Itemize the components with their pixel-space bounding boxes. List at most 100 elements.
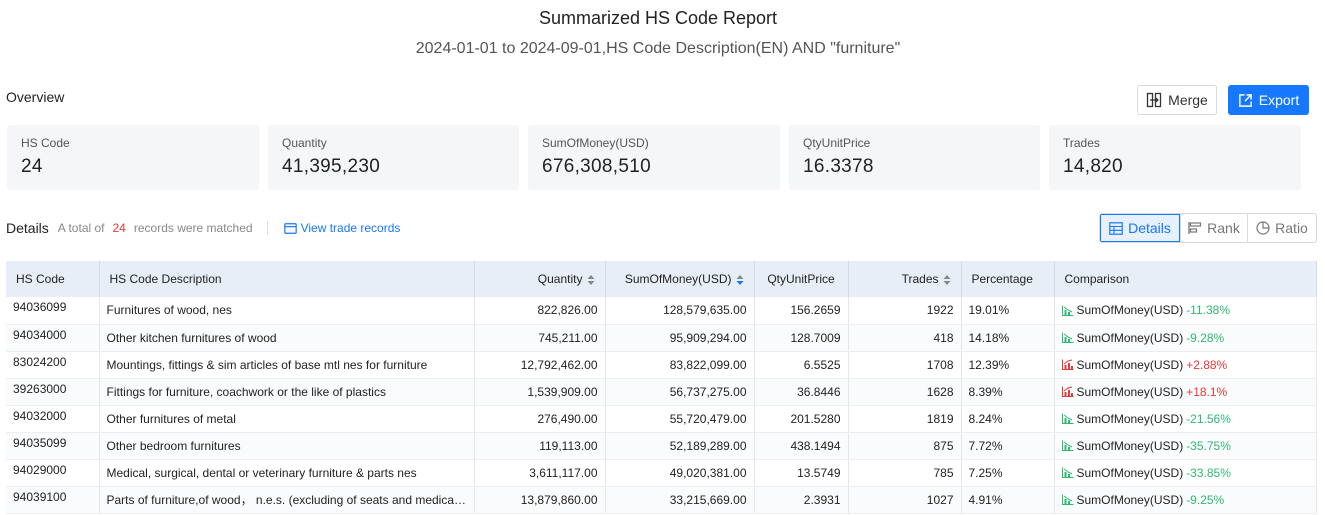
view-trade-records-label: View trade records bbox=[300, 221, 401, 235]
column-header-qty-unit-price: QtyUnitPrice bbox=[754, 261, 849, 297]
comparison-change: -11.38% bbox=[1186, 303, 1230, 318]
sum-of-money-cell: 52,189,289.00 bbox=[605, 432, 755, 460]
card-value: 41,395,230 bbox=[282, 156, 381, 177]
view-trade-records-link[interactable]: View trade records bbox=[283, 221, 401, 235]
table-row[interactable]: 94035099 Other bedroom furnitures 119,113.… bbox=[6, 432, 1317, 460]
qty-unit-price-cell: 156.2659 bbox=[754, 297, 849, 325]
tab-details-label: Details bbox=[1128, 220, 1171, 236]
column-header-comparison: Comparison bbox=[1054, 261, 1317, 297]
sort-icon[interactable] bbox=[587, 274, 595, 286]
trades-cell: 418 bbox=[848, 324, 962, 352]
trend-down-icon bbox=[1061, 494, 1073, 505]
column-header-trades[interactable]: Trades bbox=[848, 261, 962, 297]
report-subtitle: 2024-01-01 to 2024-09-01,HS Code Descrip… bbox=[415, 40, 901, 57]
column-label: Trades bbox=[901, 272, 939, 286]
comparison-cell: SumOfMoney(USD) +18.1% bbox=[1054, 378, 1317, 406]
comparison-cell: SumOfMoney(USD) -9.25% bbox=[1054, 486, 1317, 514]
card-value: 676,308,510 bbox=[542, 156, 651, 177]
rank-icon bbox=[1188, 222, 1202, 234]
quantity-cell: 119,113.00 bbox=[474, 432, 606, 460]
trades-cell: 1628 bbox=[848, 378, 962, 406]
comparison-cell: SumOfMoney(USD) -33.85% bbox=[1054, 459, 1317, 487]
table-row[interactable]: 94034000 Other kitchen furnitures of wood… bbox=[6, 324, 1317, 352]
table-row[interactable]: 39263000 Fittings for furniture, coachwor… bbox=[6, 378, 1317, 406]
qty-unit-price-cell: 201.5280 bbox=[754, 405, 849, 433]
sum-of-money-cell: 33,215,669.00 bbox=[605, 486, 755, 514]
trend-down-icon bbox=[1061, 467, 1073, 478]
percentage-cell: 8.39% bbox=[961, 378, 1055, 406]
table-icon bbox=[1109, 221, 1123, 235]
comparison-label: SumOfMoney(USD) bbox=[1076, 411, 1184, 426]
trades-cell: 1819 bbox=[848, 405, 962, 433]
tab-rank[interactable]: Rank bbox=[1180, 214, 1247, 242]
merge-icon bbox=[1147, 92, 1162, 108]
view-mode-switch: Details Rank Ratio bbox=[1099, 213, 1317, 243]
pie-chart-icon bbox=[1256, 221, 1270, 235]
sum-of-money-cell: 83,822,099.00 bbox=[605, 351, 755, 379]
details-heading: Details bbox=[6, 220, 49, 236]
trades-cell: 875 bbox=[848, 432, 962, 460]
qty-unit-price-cell: 2.3931 bbox=[754, 486, 849, 514]
qty-unit-price-card: QtyUnitPrice 16.3378 bbox=[789, 125, 1040, 190]
comparison-label: SumOfMoney(USD) bbox=[1076, 330, 1184, 345]
comparison-change: -33.85% bbox=[1186, 465, 1231, 480]
column-header-sum-of-money[interactable]: SumOfMoney(USD) bbox=[605, 261, 755, 297]
comparison-change: -21.56% bbox=[1186, 411, 1231, 426]
column-header-description: HS Code Description bbox=[99, 261, 475, 297]
description-cell: Mountings, fittings & sim articles of ba… bbox=[99, 351, 475, 379]
report-title: Summarized HS Code Report bbox=[538, 8, 778, 28]
hs-code-table: HS Code HS Code Description Quantity Sum… bbox=[6, 261, 1317, 514]
percentage-cell: 7.25% bbox=[961, 459, 1055, 487]
card-icon bbox=[283, 222, 297, 234]
tab-ratio-label: Ratio bbox=[1275, 220, 1308, 236]
trend-down-icon bbox=[1061, 305, 1073, 316]
sort-descending-icon[interactable] bbox=[736, 274, 744, 286]
column-header-hs-code: HS Code bbox=[6, 261, 100, 297]
qty-unit-price-cell: 13.5749 bbox=[754, 459, 849, 487]
trend-up-icon bbox=[1061, 386, 1073, 397]
hs-code-card: HS Code 24 bbox=[7, 125, 259, 190]
quantity-cell: 276,490.00 bbox=[474, 405, 606, 433]
sort-icon[interactable] bbox=[943, 274, 951, 286]
comparison-change: -9.28% bbox=[1186, 330, 1225, 345]
sum-of-money-card: SumOfMoney(USD) 676,308,510 bbox=[528, 125, 780, 190]
comparison-change: +2.88% bbox=[1186, 357, 1228, 372]
table-row[interactable]: 94032000 Other furnitures of metal 276,490… bbox=[6, 405, 1317, 433]
trend-down-icon bbox=[1061, 332, 1073, 343]
records-prefix: A total of bbox=[57, 221, 105, 235]
quantity-cell: 1,539,909.00 bbox=[474, 378, 606, 406]
tab-details[interactable]: Details bbox=[1100, 214, 1180, 242]
sum-of-money-cell: 56,737,275.00 bbox=[605, 378, 755, 406]
table-row[interactable]: 94029000 Medical, surgical, dental or vet… bbox=[6, 459, 1317, 487]
description-cell: Other kitchen furnitures of wood bbox=[99, 324, 475, 352]
hs-code-cell: 39263000 bbox=[6, 378, 100, 406]
comparison-cell: SumOfMoney(USD) -11.38% bbox=[1054, 297, 1317, 325]
sum-of-money-cell: 128,579,635.00 bbox=[605, 297, 755, 325]
export-button[interactable]: Export bbox=[1228, 85, 1309, 115]
percentage-cell: 19.01% bbox=[961, 297, 1055, 325]
comparison-cell: SumOfMoney(USD) +2.88% bbox=[1054, 351, 1317, 379]
trades-card: Trades 14,820 bbox=[1049, 125, 1301, 190]
export-label: Export bbox=[1258, 92, 1300, 108]
percentage-cell: 14.18% bbox=[961, 324, 1055, 352]
card-label: Trades bbox=[1063, 136, 1100, 150]
card-value: 16.3378 bbox=[803, 156, 874, 177]
sum-of-money-cell: 49,020,381.00 bbox=[605, 459, 755, 487]
quantity-cell: 3,611,117.00 bbox=[474, 459, 606, 487]
table-row[interactable]: 83024200 Mountings, fittings & sim articl… bbox=[6, 351, 1317, 379]
hs-code-cell: 94036099 bbox=[6, 297, 100, 325]
comparison-change: +18.1% bbox=[1186, 384, 1228, 399]
overview-heading: Overview bbox=[6, 89, 65, 105]
column-header-quantity[interactable]: Quantity bbox=[474, 261, 606, 297]
quantity-cell: 822,826.00 bbox=[474, 297, 606, 325]
tab-ratio[interactable]: Ratio bbox=[1247, 214, 1316, 242]
merge-button[interactable]: Merge bbox=[1137, 85, 1217, 115]
comparison-label: SumOfMoney(USD) bbox=[1076, 465, 1184, 480]
table-row[interactable]: 94036099 Furnitures of wood, nes 822,826.0… bbox=[6, 297, 1317, 325]
records-count: 24 bbox=[112, 221, 126, 235]
percentage-cell: 8.24% bbox=[961, 405, 1055, 433]
table-row[interactable]: 94039100 Parts of furniture,of wood， n.e.… bbox=[6, 486, 1317, 514]
records-suffix: records were matched bbox=[133, 221, 253, 235]
percentage-cell: 4.91% bbox=[961, 486, 1055, 514]
hs-code-cell: 94032000 bbox=[6, 405, 100, 433]
